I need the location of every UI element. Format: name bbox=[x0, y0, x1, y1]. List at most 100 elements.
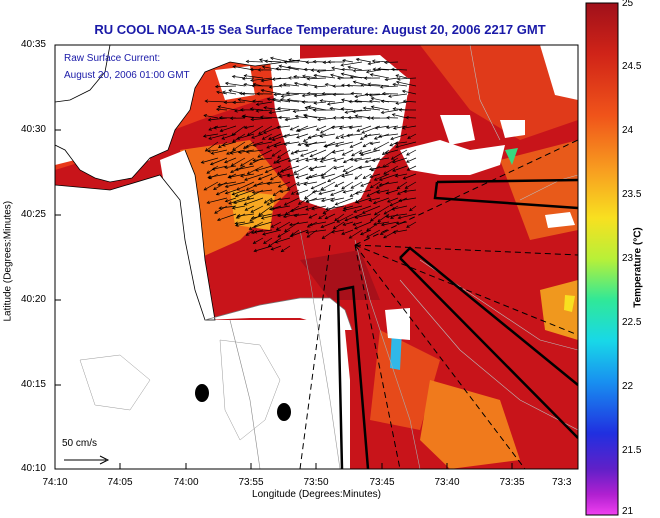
current-vector bbox=[354, 157, 372, 162]
colorbar-title: Temperature (°C) bbox=[632, 227, 644, 308]
current-vector-head bbox=[321, 92, 325, 96]
current-vector-head bbox=[363, 76, 368, 80]
current-vector-head bbox=[395, 80, 400, 85]
current-vector bbox=[203, 133, 219, 137]
current-vector bbox=[346, 133, 363, 137]
current-vector bbox=[327, 101, 345, 105]
current-vector bbox=[354, 221, 372, 230]
current-vector-head bbox=[303, 67, 308, 72]
current-vector-head bbox=[289, 208, 294, 213]
current-vector-head bbox=[292, 109, 297, 113]
current-vector-head bbox=[290, 151, 295, 155]
current-vector-head bbox=[293, 213, 298, 218]
current-vector bbox=[330, 197, 345, 202]
current-vector-head bbox=[326, 102, 331, 106]
current-vector bbox=[242, 77, 255, 80]
current-vector bbox=[325, 205, 345, 210]
current-vector-head bbox=[306, 224, 311, 228]
current-vector-head bbox=[305, 207, 309, 211]
current-vector-head bbox=[309, 222, 313, 227]
current-vector-head bbox=[237, 150, 242, 154]
current-vector-head bbox=[235, 223, 239, 227]
current-vector bbox=[261, 213, 282, 219]
current-vector-head bbox=[283, 202, 288, 206]
current-vector bbox=[381, 100, 399, 103]
current-vector-head bbox=[221, 136, 225, 140]
current-vector bbox=[314, 101, 327, 104]
current-vector-head bbox=[303, 82, 307, 87]
current-vector bbox=[309, 221, 327, 226]
current-vector-head bbox=[276, 171, 281, 175]
current-vector bbox=[336, 213, 354, 223]
current-vector-head bbox=[312, 108, 317, 112]
current-vector-head bbox=[276, 160, 280, 164]
land-area-north bbox=[55, 45, 300, 182]
current-vector bbox=[307, 77, 327, 80]
current-vector-head bbox=[204, 99, 209, 103]
current-vector bbox=[348, 117, 363, 119]
current-vector-head bbox=[231, 206, 236, 210]
current-vector-head bbox=[228, 89, 233, 93]
current-vector bbox=[253, 141, 273, 147]
current-vector-head bbox=[330, 192, 334, 196]
current-vector-head bbox=[245, 150, 250, 154]
current-vector bbox=[349, 229, 363, 239]
current-vector-head bbox=[250, 78, 254, 83]
colorbar-tick: 22 bbox=[622, 381, 634, 392]
current-vector bbox=[238, 149, 255, 153]
current-vector bbox=[258, 173, 273, 180]
current-vector bbox=[360, 229, 372, 235]
current-vector-head bbox=[200, 160, 205, 164]
current-vector-head bbox=[266, 97, 271, 102]
current-vectors bbox=[200, 56, 417, 253]
current-vector-head bbox=[257, 68, 261, 72]
current-vector-head bbox=[402, 176, 407, 180]
current-vector bbox=[219, 205, 237, 209]
current-vector bbox=[258, 205, 273, 216]
current-vector-head bbox=[360, 152, 364, 157]
current-vector bbox=[281, 245, 291, 252]
sst-cold-spot2 bbox=[505, 148, 518, 165]
current-vector-head bbox=[361, 130, 366, 134]
current-vector-head bbox=[282, 214, 287, 219]
current-vector-head bbox=[305, 158, 309, 162]
current-vector-head bbox=[260, 216, 265, 220]
current-vector bbox=[290, 229, 309, 237]
current-vector bbox=[254, 229, 273, 233]
current-vector-head bbox=[271, 137, 276, 141]
current-vector-head bbox=[342, 58, 346, 63]
current-vector-head bbox=[257, 154, 261, 158]
colorbar-tick: 24 bbox=[622, 125, 634, 136]
current-vector-head bbox=[277, 234, 281, 238]
current-vector-head bbox=[237, 98, 242, 102]
current-vector bbox=[268, 237, 282, 247]
current-vector bbox=[320, 100, 336, 103]
current-vector bbox=[262, 66, 282, 71]
xtick-label: 73:50 bbox=[303, 477, 329, 488]
current-vector-head bbox=[362, 143, 367, 148]
current-vector bbox=[362, 205, 381, 214]
x-axis-label: Longitude (Degrees:Minutes) bbox=[252, 489, 381, 500]
current-vector-head bbox=[346, 83, 350, 88]
current-vector-head bbox=[340, 72, 345, 76]
colorbar bbox=[585, 2, 619, 516]
current-vector bbox=[203, 181, 219, 191]
current-vector-head bbox=[305, 230, 310, 234]
current-vector-head bbox=[390, 156, 395, 160]
current-vector bbox=[373, 141, 390, 151]
current-vector bbox=[225, 181, 246, 188]
current-vector-head bbox=[347, 115, 352, 120]
current-vector-head bbox=[273, 144, 278, 148]
current-vector-head bbox=[278, 174, 283, 178]
map-title: RU COOL NOAA-15 Sea Surface Temperature:… bbox=[94, 22, 546, 37]
current-vector bbox=[222, 141, 237, 146]
current-vector bbox=[280, 165, 300, 172]
current-vector bbox=[251, 213, 273, 219]
current-vector-head bbox=[278, 64, 283, 68]
current-vector-head bbox=[203, 114, 207, 118]
current-vector-head bbox=[217, 182, 221, 187]
current-vector-head bbox=[321, 235, 326, 239]
current-vector-head bbox=[311, 206, 315, 211]
current-vector-head bbox=[370, 96, 375, 101]
current-vector bbox=[228, 197, 246, 205]
